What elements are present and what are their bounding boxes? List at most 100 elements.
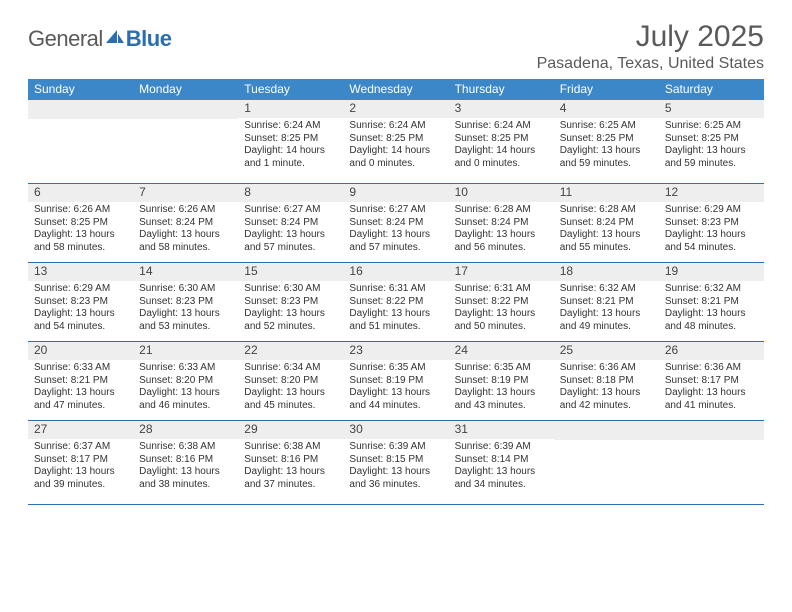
day-body <box>554 440 659 504</box>
day-number: 8 <box>238 184 343 202</box>
day-number: 29 <box>238 421 343 439</box>
day-number: 3 <box>449 100 554 118</box>
title-block: July 2025 Pasadena, Texas, United States <box>537 20 764 73</box>
day-number: 27 <box>28 421 133 439</box>
daylight-text: Daylight: 13 hours and 54 minutes. <box>34 308 127 333</box>
daylight-text: Daylight: 13 hours and 53 minutes. <box>139 308 232 333</box>
calendar-cell: 19Sunrise: 6:32 AMSunset: 8:21 PMDayligh… <box>659 263 764 341</box>
calendar-cell: 26Sunrise: 6:36 AMSunset: 8:17 PMDayligh… <box>659 342 764 420</box>
brand-part1: General <box>28 26 103 52</box>
sunset-text: Sunset: 8:24 PM <box>349 217 442 230</box>
day-body: Sunrise: 6:35 AMSunset: 8:19 PMDaylight:… <box>449 360 554 418</box>
calendar-week: 1Sunrise: 6:24 AMSunset: 8:25 PMDaylight… <box>28 100 764 184</box>
sunset-text: Sunset: 8:14 PM <box>455 454 548 467</box>
day-number: 22 <box>238 342 343 360</box>
sunrise-text: Sunrise: 6:33 AM <box>139 362 232 375</box>
day-body: Sunrise: 6:25 AMSunset: 8:25 PMDaylight:… <box>554 118 659 176</box>
day-number: 28 <box>133 421 238 439</box>
calendar-cell: 9Sunrise: 6:27 AMSunset: 8:24 PMDaylight… <box>343 184 448 262</box>
day-body: Sunrise: 6:32 AMSunset: 8:21 PMDaylight:… <box>659 281 764 339</box>
logo-sail-icon <box>105 28 125 51</box>
day-number: 18 <box>554 263 659 281</box>
day-number: 23 <box>343 342 448 360</box>
sunrise-text: Sunrise: 6:28 AM <box>560 204 653 217</box>
day-number: 1 <box>238 100 343 118</box>
calendar-cell: 12Sunrise: 6:29 AMSunset: 8:23 PMDayligh… <box>659 184 764 262</box>
day-header: Tuesday <box>238 79 343 100</box>
sunset-text: Sunset: 8:18 PM <box>560 375 653 388</box>
day-header: Saturday <box>659 79 764 100</box>
sunset-text: Sunset: 8:25 PM <box>560 133 653 146</box>
sunrise-text: Sunrise: 6:37 AM <box>34 441 127 454</box>
sunrise-text: Sunrise: 6:31 AM <box>455 283 548 296</box>
daylight-text: Daylight: 13 hours and 38 minutes. <box>139 466 232 491</box>
calendar-week: 13Sunrise: 6:29 AMSunset: 8:23 PMDayligh… <box>28 263 764 342</box>
calendar-cell: 28Sunrise: 6:38 AMSunset: 8:16 PMDayligh… <box>133 421 238 504</box>
sunrise-text: Sunrise: 6:35 AM <box>349 362 442 375</box>
location-text: Pasadena, Texas, United States <box>537 55 764 73</box>
calendar-cell <box>554 421 659 504</box>
sunset-text: Sunset: 8:23 PM <box>139 296 232 309</box>
sunrise-text: Sunrise: 6:28 AM <box>455 204 548 217</box>
sunrise-text: Sunrise: 6:24 AM <box>455 120 548 133</box>
calendar-cell: 20Sunrise: 6:33 AMSunset: 8:21 PMDayligh… <box>28 342 133 420</box>
calendar: Sunday Monday Tuesday Wednesday Thursday… <box>28 79 764 505</box>
daylight-text: Daylight: 13 hours and 58 minutes. <box>34 229 127 254</box>
calendar-cell: 3Sunrise: 6:24 AMSunset: 8:25 PMDaylight… <box>449 100 554 183</box>
month-title: July 2025 <box>537 20 764 53</box>
sunset-text: Sunset: 8:22 PM <box>455 296 548 309</box>
sunrise-text: Sunrise: 6:27 AM <box>244 204 337 217</box>
day-body: Sunrise: 6:31 AMSunset: 8:22 PMDaylight:… <box>343 281 448 339</box>
day-number: 2 <box>343 100 448 118</box>
calendar-cell <box>28 100 133 183</box>
day-body: Sunrise: 6:38 AMSunset: 8:16 PMDaylight:… <box>133 439 238 497</box>
sunrise-text: Sunrise: 6:24 AM <box>244 120 337 133</box>
calendar-cell: 2Sunrise: 6:24 AMSunset: 8:25 PMDaylight… <box>343 100 448 183</box>
day-body: Sunrise: 6:28 AMSunset: 8:24 PMDaylight:… <box>449 202 554 260</box>
day-number: 13 <box>28 263 133 281</box>
day-body: Sunrise: 6:27 AMSunset: 8:24 PMDaylight:… <box>343 202 448 260</box>
day-number: 24 <box>449 342 554 360</box>
day-body: Sunrise: 6:38 AMSunset: 8:16 PMDaylight:… <box>238 439 343 497</box>
daylight-text: Daylight: 13 hours and 59 minutes. <box>560 145 653 170</box>
day-number: 25 <box>554 342 659 360</box>
sunset-text: Sunset: 8:23 PM <box>665 217 758 230</box>
sunset-text: Sunset: 8:20 PM <box>139 375 232 388</box>
day-body: Sunrise: 6:29 AMSunset: 8:23 PMDaylight:… <box>659 202 764 260</box>
sunrise-text: Sunrise: 6:36 AM <box>560 362 653 375</box>
daylight-text: Daylight: 13 hours and 41 minutes. <box>665 387 758 412</box>
day-body: Sunrise: 6:37 AMSunset: 8:17 PMDaylight:… <box>28 439 133 497</box>
day-number: 19 <box>659 263 764 281</box>
daylight-text: Daylight: 13 hours and 57 minutes. <box>244 229 337 254</box>
calendar-cell: 4Sunrise: 6:25 AMSunset: 8:25 PMDaylight… <box>554 100 659 183</box>
day-body: Sunrise: 6:24 AMSunset: 8:25 PMDaylight:… <box>343 118 448 176</box>
sunrise-text: Sunrise: 6:34 AM <box>244 362 337 375</box>
sunrise-text: Sunrise: 6:26 AM <box>34 204 127 217</box>
sunrise-text: Sunrise: 6:29 AM <box>665 204 758 217</box>
day-body: Sunrise: 6:24 AMSunset: 8:25 PMDaylight:… <box>238 118 343 176</box>
daylight-text: Daylight: 13 hours and 37 minutes. <box>244 466 337 491</box>
day-number <box>133 100 238 119</box>
day-body: Sunrise: 6:32 AMSunset: 8:21 PMDaylight:… <box>554 281 659 339</box>
brand-part2: Blue <box>126 26 172 52</box>
daylight-text: Daylight: 13 hours and 57 minutes. <box>349 229 442 254</box>
daylight-text: Daylight: 13 hours and 49 minutes. <box>560 308 653 333</box>
sunrise-text: Sunrise: 6:35 AM <box>455 362 548 375</box>
calendar-cell: 13Sunrise: 6:29 AMSunset: 8:23 PMDayligh… <box>28 263 133 341</box>
sunrise-text: Sunrise: 6:30 AM <box>244 283 337 296</box>
day-body <box>28 119 133 183</box>
day-number: 17 <box>449 263 554 281</box>
sunset-text: Sunset: 8:25 PM <box>455 133 548 146</box>
day-number: 7 <box>133 184 238 202</box>
sunrise-text: Sunrise: 6:38 AM <box>139 441 232 454</box>
day-number: 16 <box>343 263 448 281</box>
sunrise-text: Sunrise: 6:31 AM <box>349 283 442 296</box>
calendar-cell: 25Sunrise: 6:36 AMSunset: 8:18 PMDayligh… <box>554 342 659 420</box>
calendar-cell <box>659 421 764 504</box>
calendar-cell: 8 Sunrise: 6:27 AMSunset: 8:24 PMDaylight… <box>238 184 343 262</box>
day-header: Thursday <box>449 79 554 100</box>
calendar-week: 27Sunrise: 6:37 AMSunset: 8:17 PMDayligh… <box>28 421 764 505</box>
sunset-text: Sunset: 8:24 PM <box>244 217 337 230</box>
day-number: 14 <box>133 263 238 281</box>
day-number: 10 <box>449 184 554 202</box>
